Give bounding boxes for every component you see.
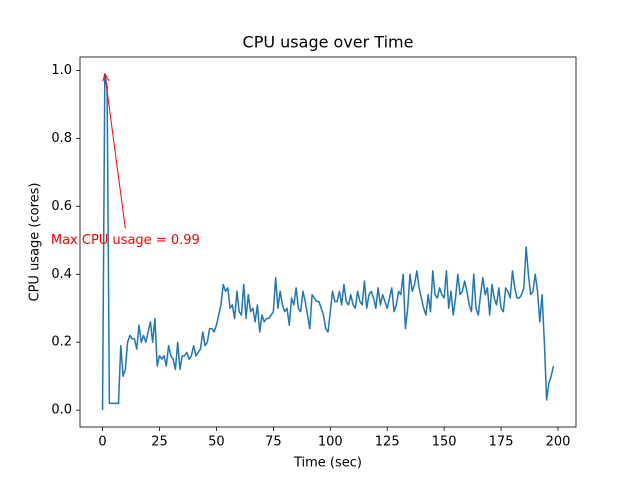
x-tick-label: 125 [375, 435, 400, 450]
y-axis-label: CPU usage (cores) [28, 183, 43, 302]
x-tick-label: 0 [98, 435, 106, 450]
x-tick-label: 150 [432, 435, 457, 450]
y-tick-label: 0.6 [51, 199, 72, 214]
y-tick-label: 0.8 [51, 131, 72, 146]
x-axis-label: Time (sec) [293, 456, 362, 471]
x-tick-label: 75 [265, 435, 282, 450]
annotation-arrowhead [102, 73, 110, 82]
x-tick-label: 175 [489, 435, 514, 450]
data-line [101, 73, 555, 411]
x-tick-label: 100 [318, 435, 343, 450]
y-tick-label: 1.0 [51, 63, 72, 78]
x-tick-label: 25 [151, 435, 168, 450]
plot-frame [79, 56, 577, 428]
y-tick-label: 0.0 [51, 403, 72, 418]
y-tick-label: 0.4 [51, 267, 72, 282]
y-tick-label: 0.2 [51, 335, 72, 350]
annotation-arrow [104, 73, 126, 229]
x-tick-label: 200 [546, 435, 571, 450]
chart-title: CPU usage over Time [243, 33, 414, 52]
annotation-text: Max CPU usage = 0.99 [51, 233, 200, 248]
x-tick-label: 50 [208, 435, 225, 450]
